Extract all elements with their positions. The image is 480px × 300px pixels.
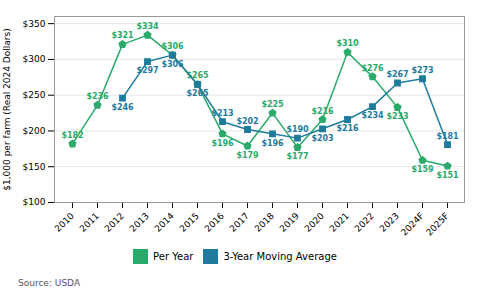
svg-text:$196: $196 [261, 139, 284, 148]
svg-text:$265: $265 [186, 89, 209, 98]
svg-text:2010: 2010 [53, 211, 76, 234]
svg-text:2011: 2011 [78, 211, 101, 234]
svg-text:$203: $203 [311, 133, 333, 142]
svg-text:$350: $350 [23, 19, 46, 29]
svg-text:$150: $150 [23, 162, 46, 172]
svg-text:2025F: 2025F [424, 211, 451, 238]
svg-text:2020: 2020 [303, 211, 326, 234]
svg-text:$321: $321 [111, 31, 134, 40]
svg-text:$200: $200 [23, 126, 46, 136]
svg-text:2021: 2021 [328, 211, 351, 234]
svg-text:$306: $306 [161, 42, 184, 51]
svg-text:$276: $276 [361, 64, 384, 73]
svg-text:$196: $196 [211, 139, 234, 148]
svg-text:$225: $225 [261, 100, 284, 109]
svg-text:$216: $216 [336, 124, 359, 133]
svg-text:2024F: 2024F [399, 211, 426, 238]
svg-text:$190: $190 [286, 125, 309, 134]
svg-text:$300: $300 [23, 54, 46, 64]
svg-text:2023: 2023 [378, 211, 401, 234]
svg-text:$334: $334 [136, 22, 159, 31]
svg-text:$273: $273 [411, 66, 433, 75]
svg-text:$306: $306 [161, 60, 184, 69]
svg-text:$181: $181 [436, 132, 459, 141]
svg-text:$267: $267 [386, 70, 408, 79]
svg-text:$1,000 per farm (Real 2024 Dol: $1,000 per farm (Real 2024 Dollars) [2, 28, 12, 190]
html-text:3-Year Moving Average: 3-Year Moving Average [223, 251, 337, 262]
svg-text:$297: $297 [136, 66, 158, 75]
svg-text:$100: $100 [23, 197, 46, 207]
svg-text:2012: 2012 [103, 211, 126, 234]
svg-text:$234: $234 [361, 111, 384, 120]
svg-text:$159: $159 [411, 165, 434, 174]
html-text:Source: USDA: Source: USDA [18, 278, 80, 288]
svg-text:2018: 2018 [253, 211, 276, 234]
svg-text:$179: $179 [236, 151, 259, 160]
svg-text:$310: $310 [336, 39, 359, 48]
svg-text:$151: $151 [436, 171, 459, 180]
svg-text:$246: $246 [111, 103, 134, 112]
svg-text:2015: 2015 [178, 211, 201, 234]
svg-text:$250: $250 [23, 90, 46, 100]
svg-text:2013: 2013 [128, 211, 151, 234]
svg-text:$216: $216 [311, 107, 334, 116]
svg-text:$233: $233 [386, 112, 408, 121]
svg-text:$213: $213 [211, 109, 233, 118]
svg-text:2014: 2014 [153, 211, 176, 234]
svg-text:$182: $182 [61, 131, 83, 140]
svg-text:$202: $202 [236, 117, 258, 126]
svg-text:$236: $236 [86, 92, 109, 101]
svg-text:2022: 2022 [353, 211, 376, 234]
svg-text:2016: 2016 [203, 211, 226, 234]
html-text:Per Year: Per Year [153, 251, 194, 262]
svg-text:$177: $177 [286, 152, 308, 161]
svg-text:2019: 2019 [278, 211, 301, 234]
svg-text:2017: 2017 [228, 211, 251, 234]
svg-text:$265: $265 [186, 71, 209, 81]
